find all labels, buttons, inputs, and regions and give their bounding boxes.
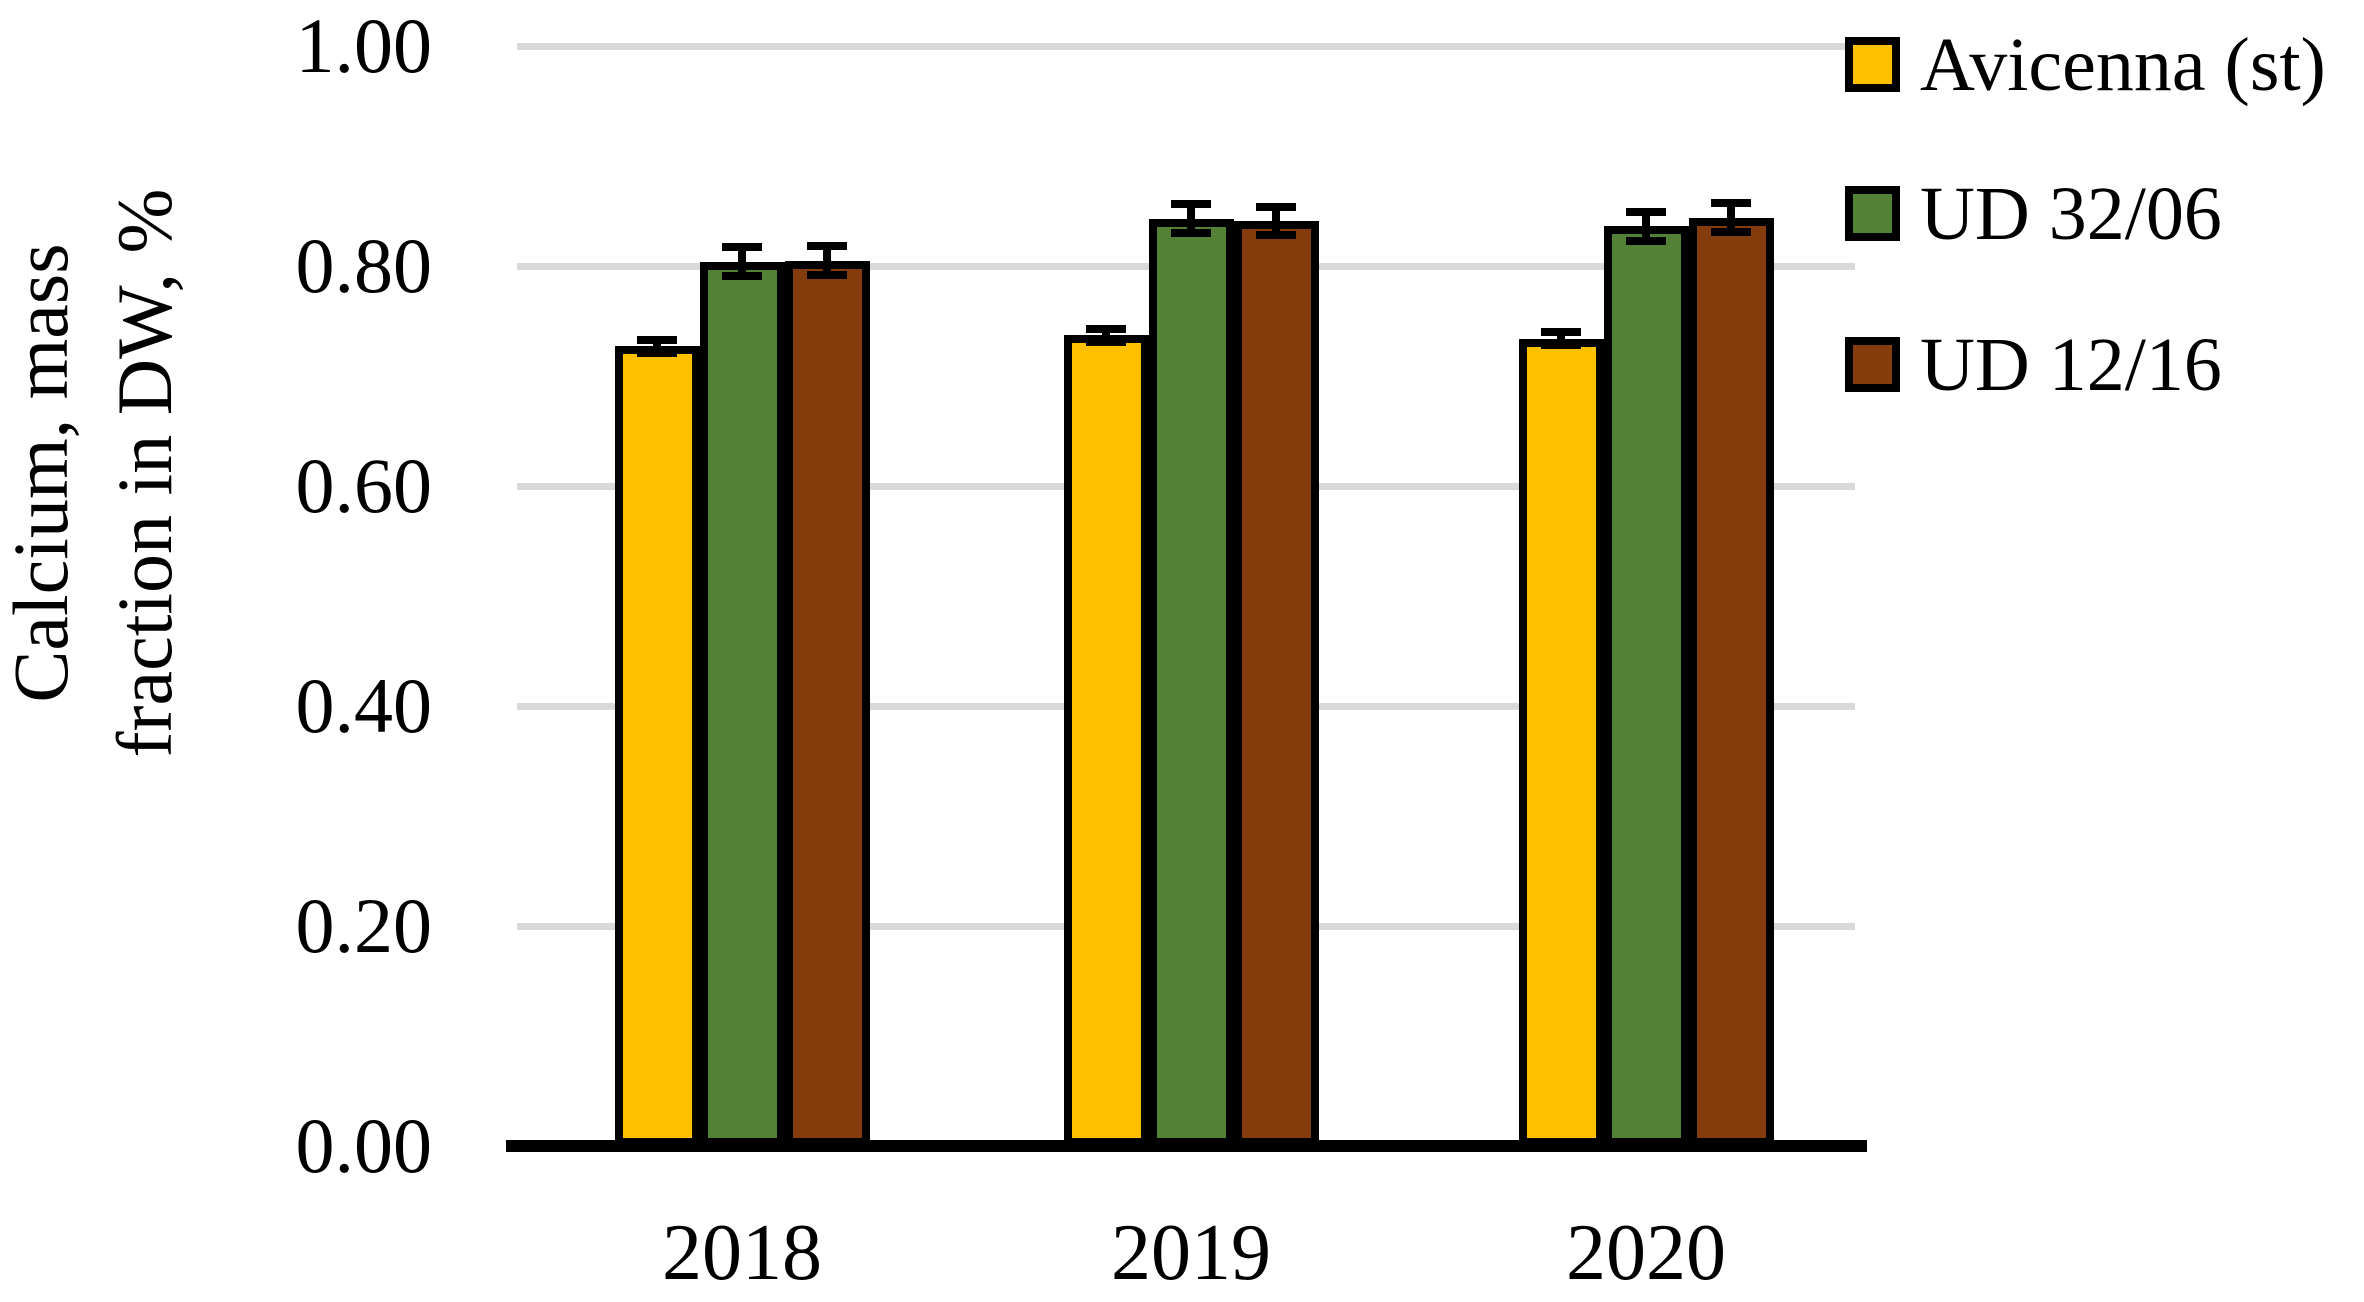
error-bar-2020-ud-32-06-cap-bottom [1626, 236, 1666, 245]
error-bar-2019-ud-32-06-stem [1187, 204, 1195, 233]
y-tick-label-0.40: 0.40 [295, 662, 433, 749]
error-bar-2018-ud-12-16-stem [823, 246, 831, 275]
error-bar-2020-avicenna-st-cap-top [1541, 328, 1581, 336]
x-tick-label-2020: 2020 [1566, 1209, 1726, 1297]
gridline-1.00 [517, 42, 1855, 50]
error-bar-2020-ud-32-06-cap-top [1626, 208, 1666, 217]
bar-2019-ud-12-16 [1233, 220, 1319, 1146]
error-bar-2018-avicenna-st-cap-top [637, 335, 677, 344]
error-bar-2018-avicenna-st-stem [653, 339, 661, 353]
error-bar-2018-ud-32-06-stem [738, 247, 746, 276]
error-bar-2020-avicenna-st-stem [1557, 332, 1565, 346]
error-bar-2020-avicenna-st-cap-bottom [1541, 341, 1581, 350]
error-bar-2019-ud-32-06-cap-top [1171, 200, 1211, 209]
error-bar-2018-ud-32-06-cap-bottom [722, 271, 762, 280]
legend-swatch-ud-32-06 [1845, 186, 1900, 241]
error-bar-2018-ud-32-06-cap-top [722, 243, 762, 252]
error-bar-2020-ud-12-16-cap-bottom [1711, 227, 1751, 236]
legend-swatch-avicenna-st [1845, 37, 1900, 92]
bar-2018-ud-12-16 [784, 260, 870, 1146]
x-tick-label-2019: 2019 [1111, 1209, 1271, 1297]
error-bar-2019-ud-12-16-stem [1272, 206, 1280, 236]
legend-label-ud-32-06: UD 32/06 [1920, 171, 2222, 256]
bar-2019-ud-32-06 [1148, 218, 1234, 1146]
error-bar-2019-ud-12-16-cap-top [1256, 202, 1296, 211]
x-tick-label-2018: 2018 [662, 1209, 822, 1297]
bar-2019-avicenna-st [1063, 335, 1149, 1146]
y-tick-label-0.60: 0.60 [295, 442, 433, 529]
legend-label-ud-12-16: UD 12/16 [1920, 322, 2222, 407]
error-bar-2020-ud-32-06-stem [1642, 212, 1650, 241]
legend-swatch-ud-12-16 [1845, 337, 1900, 392]
error-bar-2020-ud-12-16-cap-top [1711, 199, 1751, 208]
bar-2020-ud-12-16 [1688, 217, 1774, 1146]
error-bar-2019-avicenna-st-cap-top [1086, 324, 1126, 333]
bar-2020-avicenna-st [1518, 338, 1604, 1146]
error-bar-2018-avicenna-st-cap-bottom [637, 348, 677, 357]
y-tick-label-0.80: 0.80 [295, 222, 433, 309]
x-axis-line [506, 1140, 1867, 1152]
y-tick-label-0.00: 0.00 [295, 1102, 433, 1189]
error-bar-2019-avicenna-st-stem [1102, 328, 1110, 342]
error-bar-2020-ud-12-16-stem [1727, 203, 1735, 232]
bar-2018-ud-32-06 [699, 261, 785, 1146]
error-bar-2019-avicenna-st-cap-bottom [1086, 337, 1126, 346]
error-bar-2019-ud-32-06-cap-bottom [1171, 229, 1211, 237]
bar-2018-avicenna-st [614, 346, 700, 1146]
y-tick-label-1.00: 1.00 [295, 2, 433, 89]
y-axis-title-line-1: Calcium, mass [0, 243, 84, 703]
y-tick-label-0.20: 0.20 [295, 882, 433, 969]
error-bar-2019-ud-12-16-cap-bottom [1256, 231, 1296, 240]
y-axis-title: Calcium, mass fraction in DW, % [0, 93, 201, 853]
bar-2020-ud-32-06 [1603, 226, 1689, 1146]
error-bar-2018-ud-12-16-cap-top [807, 242, 847, 251]
error-bar-2018-ud-12-16-cap-bottom [807, 270, 847, 279]
legend-label-avicenna-st: Avicenna (st) [1920, 22, 2326, 107]
